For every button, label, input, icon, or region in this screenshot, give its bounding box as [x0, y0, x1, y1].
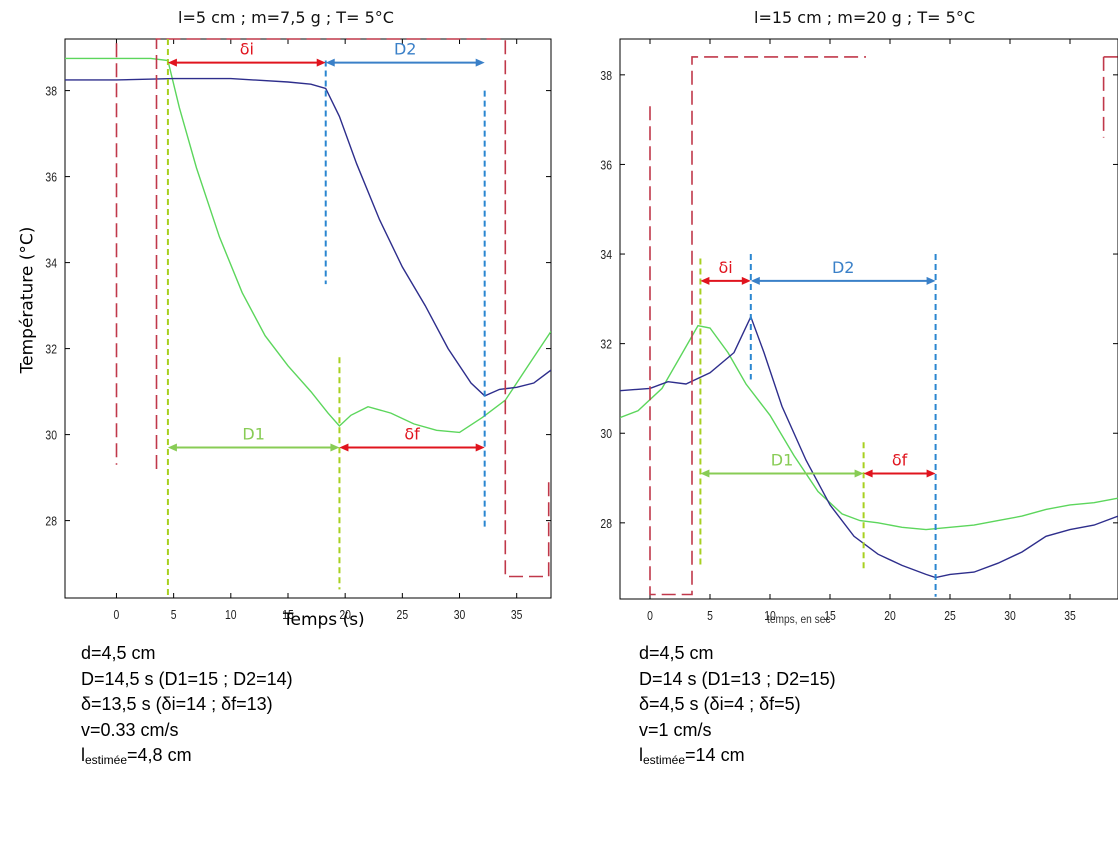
interval-arrow-head	[325, 58, 335, 67]
interval-arrow-head	[926, 276, 936, 285]
x-tick-label: 0	[114, 608, 120, 622]
y-tick-label: 28	[45, 515, 57, 529]
stimulus-dashed-line	[649, 56, 866, 596]
interval-label: δi	[718, 258, 732, 277]
stat-length: lestimée=14 cm	[639, 745, 745, 767]
interval-label: D2	[832, 258, 855, 277]
interval-arrow-head	[854, 469, 864, 478]
interval-arrow-head	[700, 276, 710, 285]
x-tick-label: 25	[397, 608, 409, 622]
chart-title: l=15 cm ; m=20 g ; T= 5°C	[754, 8, 976, 27]
plot-frame	[619, 38, 1118, 600]
x-tick-label: 15	[282, 608, 294, 622]
y-tick-label: 34	[600, 248, 612, 262]
chart-panel-right: l=15 cm ; m=20 g ; T= 5°C 0 5 10 15 20 25 30 35…	[557, 0, 1118, 854]
interval-arrow-head	[167, 58, 177, 67]
x-tick-label: 5	[707, 609, 713, 623]
y-tick-label: 38	[45, 85, 57, 99]
chart-left: 0 5 10 15 20 25 30 35 28 30 32 34 36 38 δi D2 D1 δf	[45, 38, 552, 622]
interval-arrow-head	[167, 443, 177, 452]
x-tick-label: 5	[171, 608, 177, 622]
x-tick-label: 20	[884, 609, 896, 623]
plot-area	[620, 56, 1118, 596]
chart-title: l=5 cm ; m=7,5 g ; T= 5°C	[178, 8, 394, 27]
interval-arrow-head	[475, 443, 485, 452]
y-axis-label: Température (°C)	[17, 226, 38, 374]
y-tick-label: 34	[45, 257, 57, 271]
stimulus-dashed-line	[155, 38, 550, 578]
interval-arrow-head	[475, 58, 485, 67]
interval-label: D1	[771, 451, 794, 470]
temperature-series-line	[620, 314, 1118, 579]
stat-delta: δ=13,5 s (δi=14 ; δf=13)	[81, 694, 273, 714]
y-tick-label: 32	[600, 338, 612, 352]
x-tick-label: 30	[1004, 609, 1016, 623]
x-tick-label: 10	[225, 608, 237, 622]
interval-label: D2	[394, 40, 417, 59]
y-tick-label: 30	[45, 429, 57, 443]
interval-arrow-head	[700, 469, 710, 478]
x-tick-label: 35	[511, 608, 523, 622]
interval-arrow-head	[926, 469, 936, 478]
x-axis-label: temps, en sec	[767, 612, 831, 626]
x-tick-label: 30	[454, 608, 466, 622]
interval-label: δi	[240, 40, 254, 59]
interval-label: δf	[404, 425, 420, 444]
stat-duration: D=14 s (D1=13 ; D2=15)	[639, 668, 836, 689]
temperature-series-line	[65, 57, 551, 434]
stat-distance: d=4,5 cm	[639, 643, 714, 663]
x-tick-label: 0	[647, 609, 653, 623]
interval-label: D1	[242, 425, 265, 444]
stat-delta: δ=4,5 s (δi=4 ; δf=5)	[639, 694, 801, 714]
interval-arrow-head	[316, 58, 326, 67]
interval-arrow-head	[750, 276, 760, 285]
interval-label: δf	[892, 451, 908, 470]
stat-speed: v=0.33 cm/s	[81, 719, 179, 740]
stat-duration: D=14,5 s (D1=15 ; D2=14)	[81, 668, 293, 689]
y-tick-label: 38	[600, 69, 612, 83]
x-tick-label: 35	[1064, 609, 1076, 623]
y-tick-label: 36	[45, 171, 57, 185]
chart-panel-left: l=5 cm ; m=7,5 g ; T= 5°C 0 5 10 15 20 25 30 35…	[0, 0, 555, 854]
y-tick-label: 36	[600, 158, 612, 172]
plot-area	[65, 38, 551, 578]
interval-arrow-head	[339, 443, 349, 452]
temperature-series-line	[620, 324, 1118, 531]
stat-distance: d=4,5 cm	[81, 643, 156, 663]
chart-right: 0 5 10 15 20 25 30 35 28 30 32 34 36 38 δi D2 D1 δf	[600, 38, 1118, 623]
interval-arrow-head	[330, 443, 340, 452]
temperature-series-line	[65, 77, 551, 397]
interval-arrow-head	[863, 469, 873, 478]
y-tick-label: 32	[45, 343, 57, 357]
x-tick-label: 15	[824, 609, 836, 623]
stat-length: lestimée=4,8 cm	[81, 745, 192, 767]
x-tick-label: 20	[339, 608, 351, 622]
stat-speed: v=1 cm/s	[639, 719, 712, 740]
y-tick-label: 28	[600, 517, 612, 531]
plot-frame	[64, 38, 552, 599]
stats-block: d=4,5 cm D=14,5 s (D1=15 ; D2=14) δ=13,5…	[81, 641, 293, 774]
y-tick-label: 30	[600, 427, 612, 441]
x-axis-label: Temps (s)	[283, 610, 365, 630]
interval-arrow-head	[741, 276, 751, 285]
x-tick-label: 25	[944, 609, 956, 623]
x-tick-label: 10	[764, 609, 776, 623]
stats-block: d=4,5 cm D=14 s (D1=13 ; D2=15) δ=4,5 s …	[639, 641, 836, 774]
